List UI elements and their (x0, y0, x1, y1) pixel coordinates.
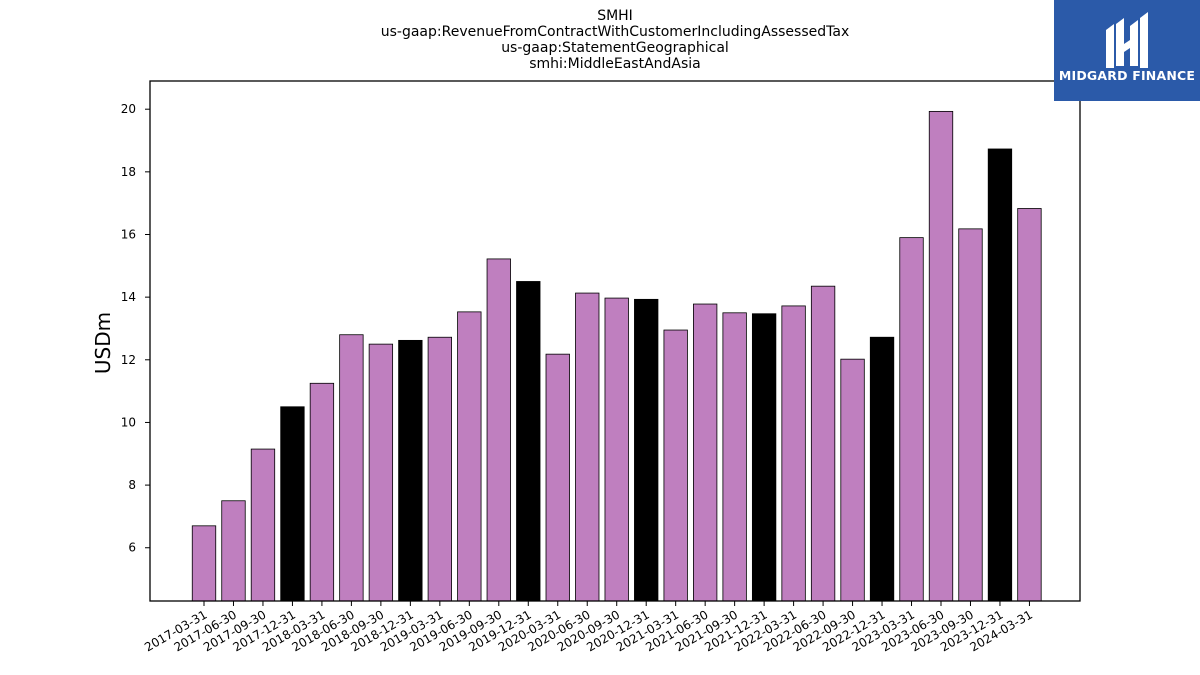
bar (810, 285, 836, 602)
bar (575, 292, 600, 602)
bar (309, 382, 335, 602)
plot-frame (149, 80, 1081, 602)
bar (221, 500, 246, 602)
bar (486, 258, 511, 602)
chart-title-line-3: us-gaap:StatementGeographical (501, 40, 729, 56)
bar (250, 448, 276, 602)
y-tick-label: 8 (128, 478, 136, 492)
y-tick-label: 10 (121, 415, 136, 429)
y-tick-label: 14 (121, 290, 136, 304)
bar (545, 353, 570, 602)
bar (427, 336, 452, 602)
y-axis-label: USDm (91, 312, 115, 374)
bar (398, 339, 423, 602)
bar (280, 406, 305, 602)
y-tick-label: 16 (121, 227, 136, 241)
bar (693, 303, 718, 602)
bar (1017, 208, 1042, 602)
bar (928, 110, 954, 602)
bar (368, 343, 394, 602)
chart-title-line-2: us-gaap:RevenueFromContractWithCustomerI… (380, 24, 850, 40)
midgard-logo-icon (1106, 12, 1148, 68)
y-tick-label: 6 (128, 541, 136, 555)
bar (751, 313, 777, 602)
bar (840, 358, 865, 602)
logo-text: MIDGARD FINANCE (1058, 68, 1196, 83)
bar (899, 237, 924, 602)
bar (191, 525, 217, 602)
y-tick-label: 20 (121, 102, 136, 116)
bar (339, 334, 364, 602)
bar (634, 298, 659, 602)
bar (958, 228, 983, 602)
chart-title-line-1: SMHI (597, 8, 633, 24)
bar (869, 336, 895, 602)
bar (987, 148, 1013, 602)
bar (722, 312, 747, 602)
bar (457, 311, 482, 602)
bar (516, 281, 541, 602)
y-tick-label: 12 (121, 353, 136, 367)
bar (781, 305, 806, 602)
y-tick-label: 18 (121, 165, 136, 179)
chart-title-line-4: smhi:MiddleEastAndAsia (529, 56, 701, 72)
bar (663, 329, 688, 602)
bar (604, 297, 629, 602)
midgard-finance-logo: MIDGARD FINANCE (1054, 0, 1200, 101)
